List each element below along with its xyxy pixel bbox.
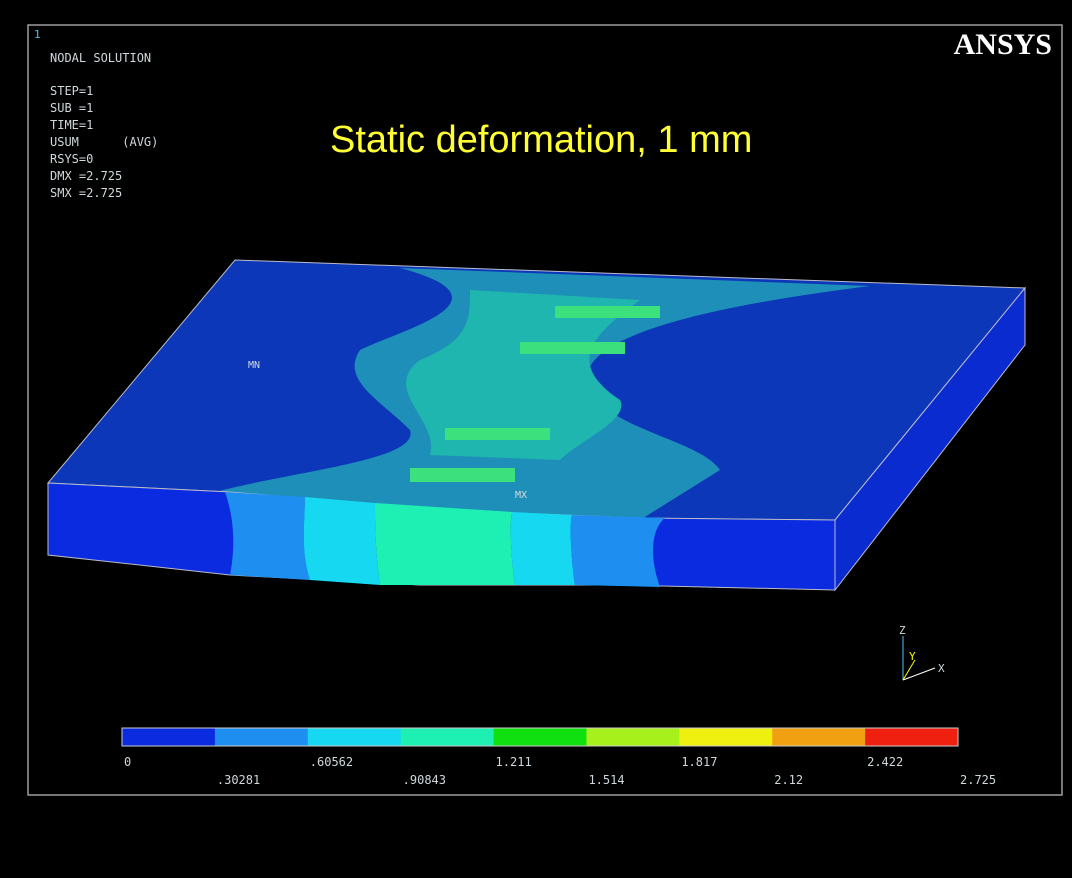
contact [410, 468, 515, 482]
info-line: SUB =1 [50, 101, 93, 115]
legend-label: .90843 [403, 773, 446, 787]
legend-band [772, 728, 866, 746]
front-band [303, 497, 380, 585]
info-line: NODAL SOLUTION [50, 51, 151, 65]
info-line: STEP=1 [50, 84, 93, 98]
legend-band [214, 728, 309, 746]
max-marker: MX [515, 490, 527, 501]
triad: Z Y X [899, 624, 945, 681]
title: Static deformation, 1 mm [330, 119, 752, 161]
legend-label: .30281 [217, 773, 260, 787]
min-marker: MN [248, 360, 260, 371]
legend-band [307, 728, 402, 746]
legend-label: 1.514 [588, 773, 624, 787]
window-number: 1 [34, 28, 41, 41]
legend-label: 2.725 [960, 773, 996, 787]
front-band [570, 515, 665, 587]
logo: ANSYS [954, 28, 1052, 61]
legend-label: 2.422 [867, 755, 903, 769]
info-line: DMX =2.725 [50, 169, 122, 183]
z-label: Z [899, 624, 906, 637]
deform-core [406, 290, 640, 460]
x-label: X [938, 662, 945, 675]
legend-band [400, 728, 495, 746]
legend-band [865, 728, 959, 746]
info-line: SMX =2.725 [50, 186, 122, 200]
front-band [225, 492, 310, 580]
front-band [510, 512, 575, 585]
y-axis [902, 659, 916, 681]
legend-band [679, 728, 773, 746]
legend-label: .60562 [310, 755, 353, 769]
legend-band [493, 728, 587, 746]
y-label: Y [909, 650, 916, 663]
front-band [375, 503, 515, 585]
legend-label: 1.817 [681, 755, 717, 769]
legend-label: 2.12 [774, 773, 803, 787]
legend-band [122, 728, 216, 746]
model [46, 259, 1027, 592]
legend-band [586, 728, 680, 746]
contact [520, 342, 625, 354]
legend-label: 0 [124, 755, 131, 769]
info-line: TIME=1 [50, 118, 93, 132]
contact [445, 428, 550, 440]
info-line: USUM (AVG) [50, 135, 158, 149]
legend-label: 1.211 [496, 755, 532, 769]
info-line: RSYS=0 [50, 152, 93, 166]
contact [555, 306, 660, 318]
legend-frame [121, 727, 959, 747]
x-axis [902, 667, 936, 681]
